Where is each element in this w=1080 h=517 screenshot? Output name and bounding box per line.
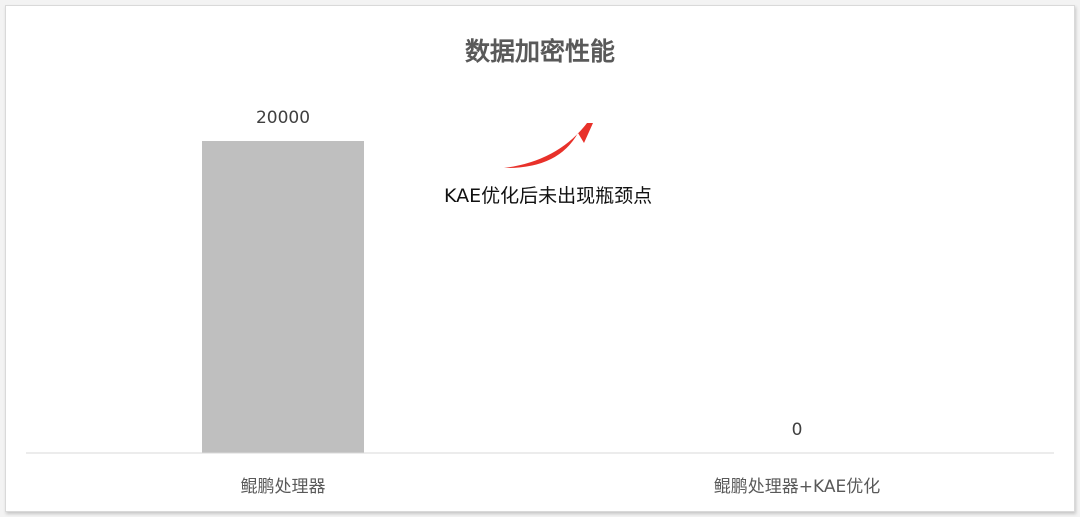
bars-group: 20000 0 bbox=[202, 108, 802, 453]
annotation-group: KAE优化后未出现瓶颈点 bbox=[444, 123, 652, 207]
x-tick-label-0: 鲲鹏处理器 bbox=[241, 477, 326, 497]
data-label-1: 0 bbox=[792, 420, 803, 440]
chart-panel: 数据加密性能 20000 0 鲲鹏处理器 鲲鹏处理器+KAE优化 KAE优化后未出现… bbox=[5, 5, 1075, 512]
x-tick-labels: 鲲鹏处理器 鲲鹏处理器+KAE优化 bbox=[241, 477, 881, 497]
x-tick-label-1: 鲲鹏处理器+KAE优化 bbox=[714, 477, 880, 497]
chart-title: 数据加密性能 bbox=[465, 37, 615, 66]
bar-0 bbox=[202, 141, 364, 453]
annotation-text: KAE优化后未出现瓶颈点 bbox=[444, 185, 652, 207]
red-arrow-icon bbox=[504, 123, 593, 169]
bar-chart: 数据加密性能 20000 0 鲲鹏处理器 鲲鹏处理器+KAE优化 KAE优化后未出现… bbox=[26, 37, 1054, 497]
data-label-0: 20000 bbox=[256, 108, 310, 128]
